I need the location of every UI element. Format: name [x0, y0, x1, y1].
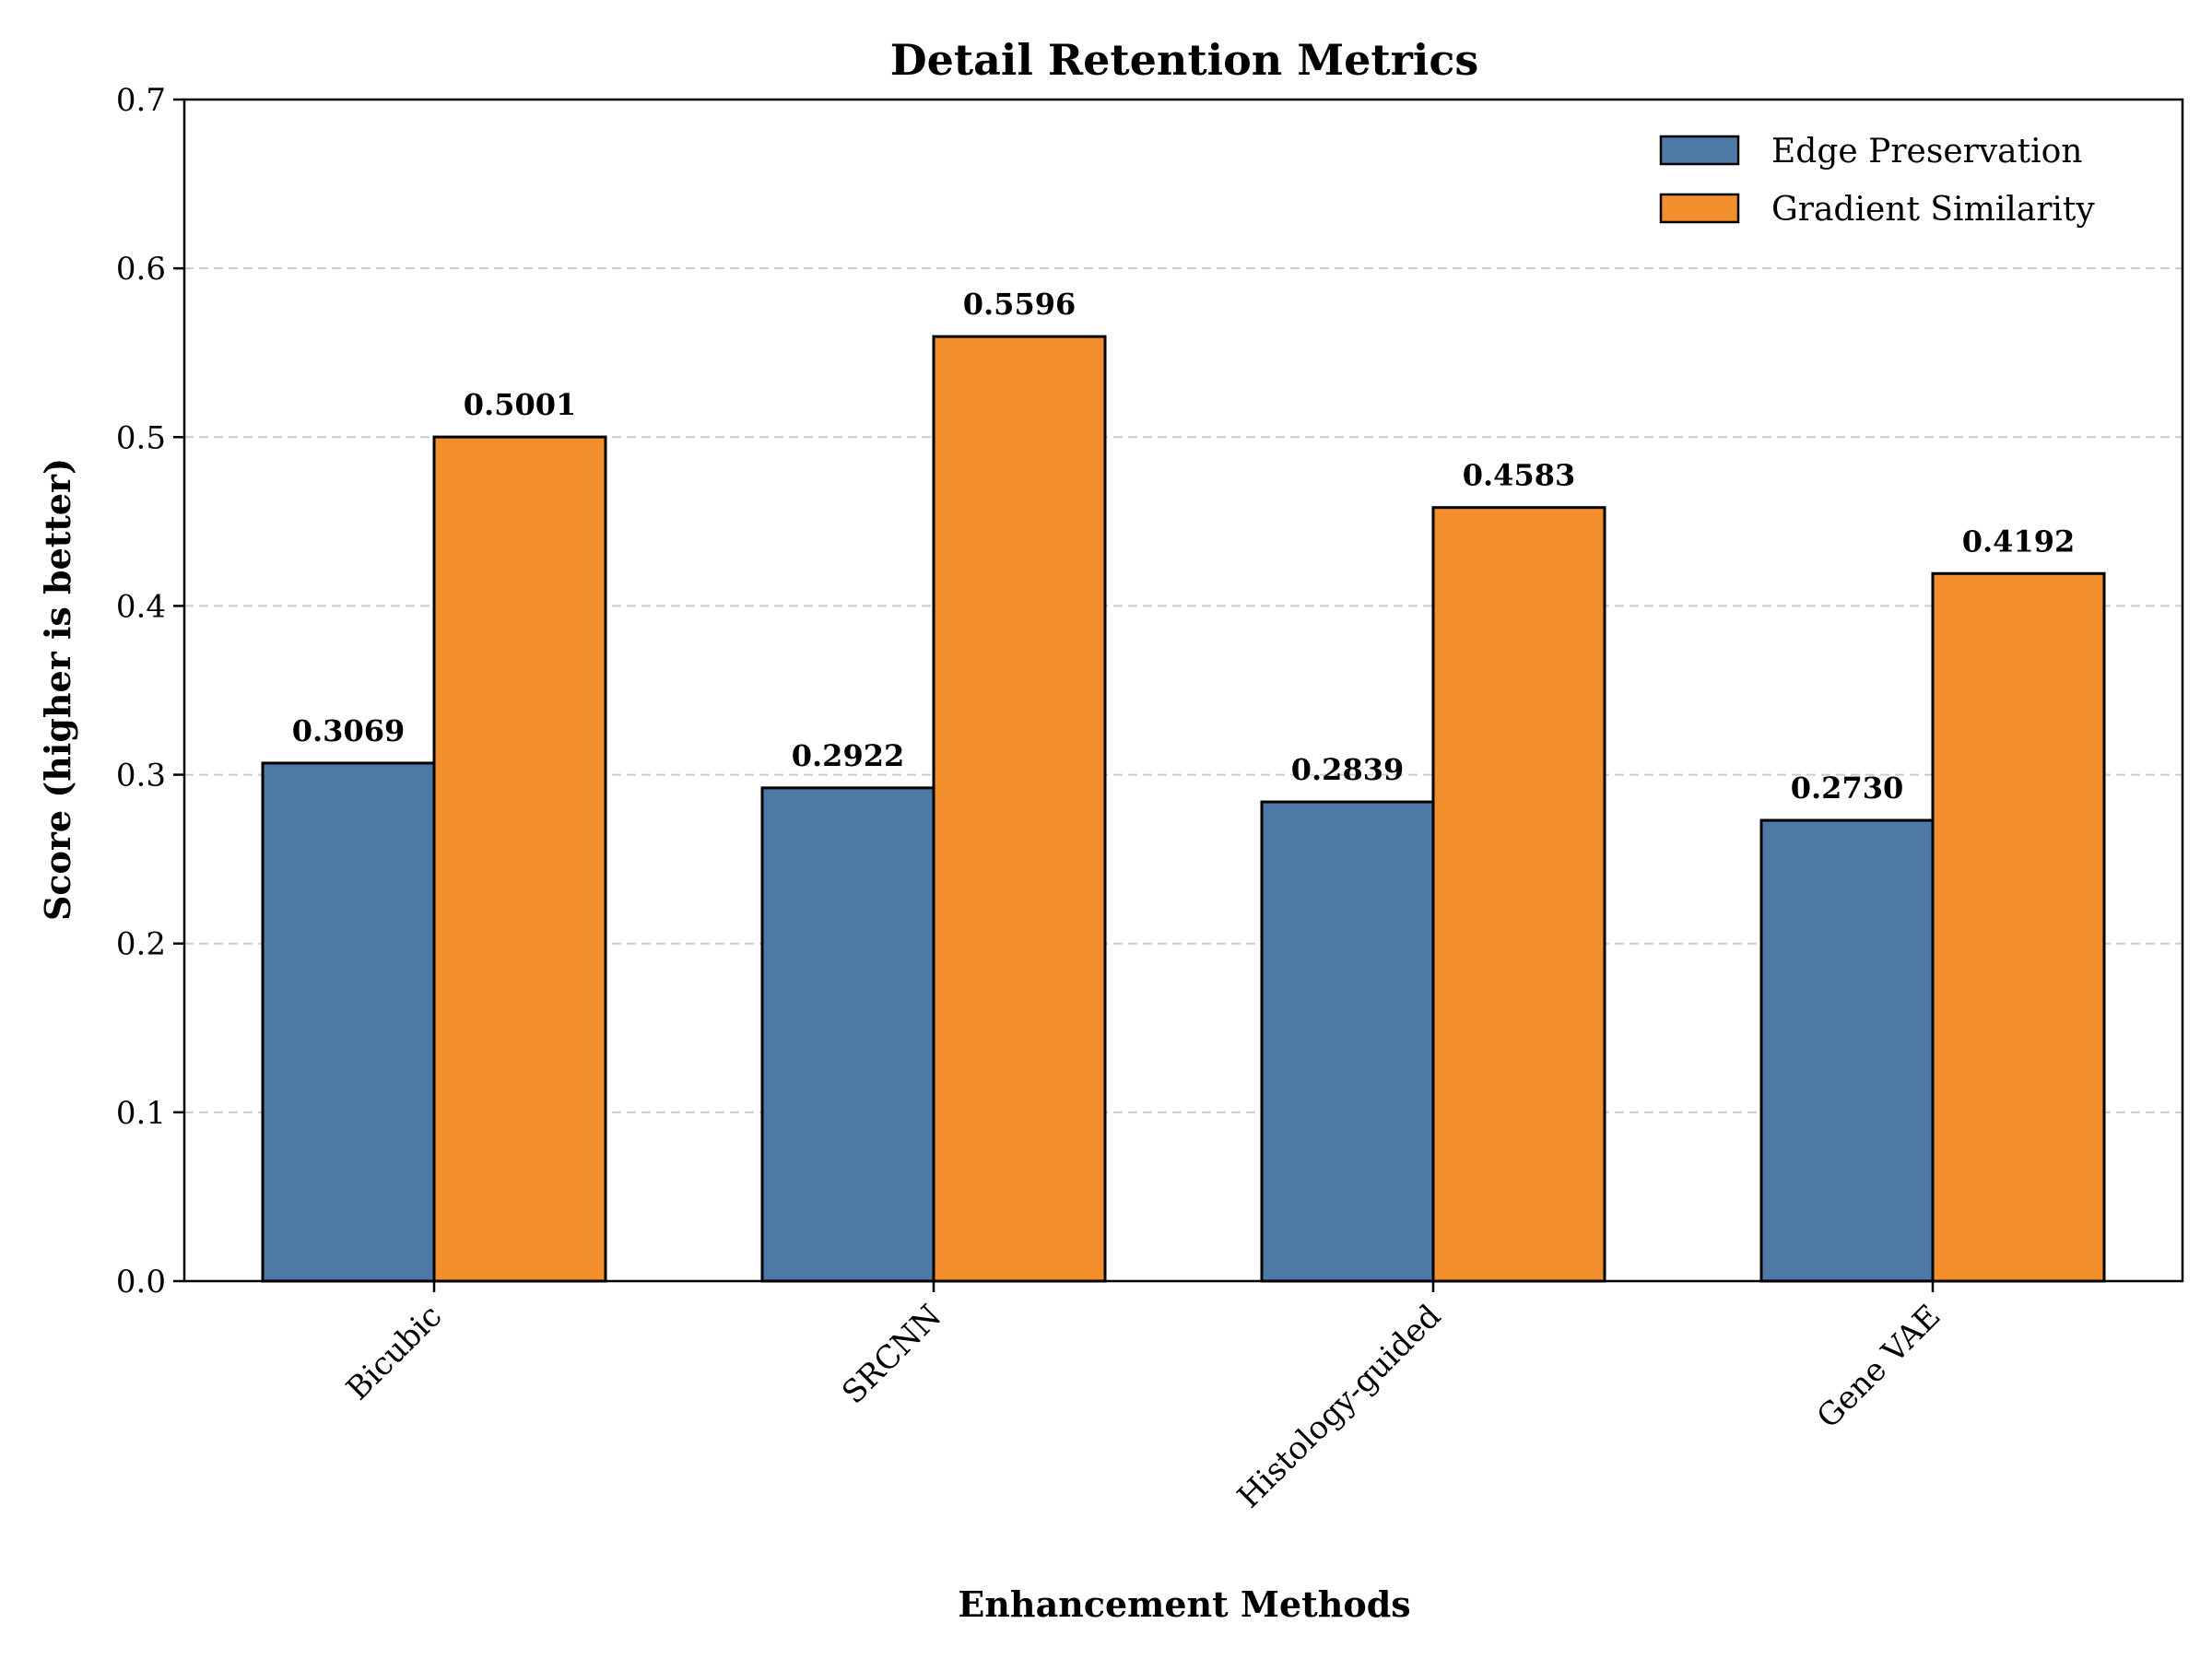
data-label: 0.2922 [792, 738, 904, 773]
legend: Edge Preservation Gradient Similarity [1659, 133, 2095, 229]
x-tick-label: Bicubic [339, 1298, 449, 1407]
data-labels: 0.3069 0.5001 0.2922 0.5596 0.2839 0.4583 0.27… [292, 287, 2075, 806]
bar-gradient-similarity [932, 335, 1107, 1283]
data-label: 0.4192 [1962, 524, 2075, 559]
data-label: 0.4583 [1463, 458, 1575, 493]
legend-swatch [1659, 135, 1740, 166]
bar-edge-preservation [1260, 800, 1435, 1283]
bars [261, 335, 2106, 1283]
data-label: 0.5596 [963, 287, 1076, 322]
x-axis-label: Enhancement Methods [958, 1583, 1410, 1625]
legend-label: Edge Preservation [1771, 133, 2082, 171]
bar-gradient-similarity [1931, 571, 2106, 1283]
legend-label: Gradient Similarity [1771, 191, 2095, 229]
y-tick-label: 0.6 [116, 251, 166, 288]
plot-frame [182, 98, 2184, 1283]
y-tick-label: 0.1 [116, 1095, 166, 1132]
y-tick-label: 0.5 [116, 419, 166, 456]
data-label: 0.2730 [1791, 771, 1903, 806]
data-label: 0.2839 [1291, 752, 1404, 787]
bar-edge-preservation [261, 761, 436, 1283]
y-tick-label: 0.4 [116, 588, 166, 625]
y-tick-label: 0.3 [116, 758, 166, 794]
chart-title: Detail Retention Metrics [890, 35, 1479, 85]
data-label: 0.5001 [464, 387, 576, 422]
x-tick-label: Gene VAE [1810, 1298, 1948, 1436]
y-tick-label: 0.0 [116, 1264, 166, 1300]
data-label: 0.3069 [292, 713, 405, 748]
y-tick-label: 0.2 [116, 926, 166, 963]
bar-edge-preservation [760, 786, 935, 1283]
bar-edge-preservation [1759, 818, 1935, 1283]
x-tick-label: Histology-guided [1230, 1298, 1448, 1515]
y-tick-label: 0.7 [116, 82, 166, 119]
x-tick-label: SRCNN [835, 1298, 948, 1411]
bar-gradient-similarity [432, 435, 607, 1283]
legend-swatch [1659, 193, 1740, 224]
y-axis-label: Score (higher is better) [37, 458, 78, 921]
bar-gradient-similarity [1431, 506, 1606, 1283]
